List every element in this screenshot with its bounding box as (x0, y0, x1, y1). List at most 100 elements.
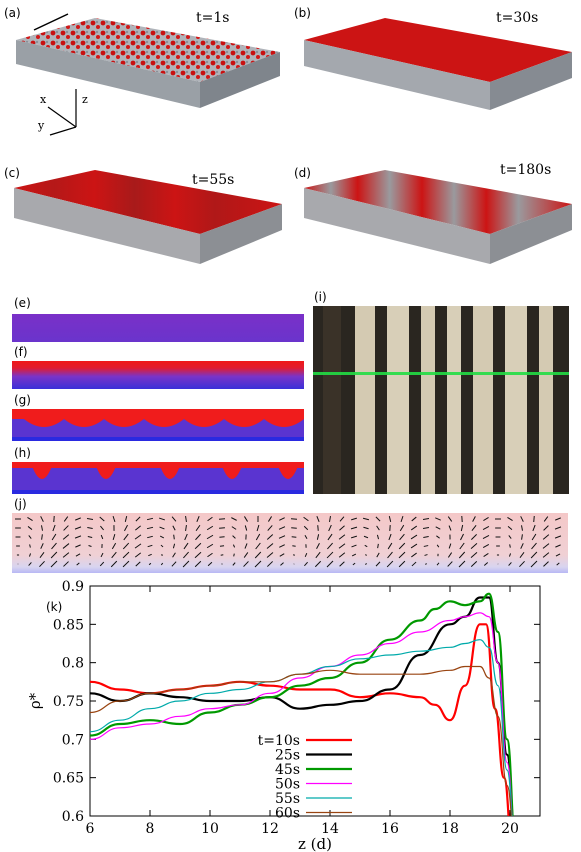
velocity-arrow (111, 542, 117, 550)
velocity-arrow (100, 534, 104, 540)
axis-z-label: z (82, 93, 88, 106)
velocity-arrow (460, 533, 464, 541)
velocity-arrow (365, 554, 367, 556)
velocity-arrow (52, 524, 56, 532)
velocity-arrow (328, 524, 332, 532)
panel-label-b: (b) (294, 6, 311, 20)
velocity-arrow (520, 516, 524, 522)
velocity-arrow (28, 562, 32, 566)
velocity-arrow (266, 543, 274, 549)
velocity-arrow (278, 526, 286, 530)
x-tick-label: 8 (146, 821, 155, 837)
velocity-arrow (411, 561, 417, 567)
velocity-arrow (159, 526, 165, 530)
velocity-arrow (423, 536, 429, 538)
velocity-arrow (543, 561, 549, 567)
velocity-arrow (316, 516, 320, 522)
x-tick-label: 14 (321, 821, 339, 837)
velocity-arrow (447, 561, 453, 567)
velocity-arrow (244, 516, 248, 522)
velocity-arrow (207, 552, 213, 558)
velocity-arrow (40, 516, 44, 522)
velocity-arrow (362, 517, 370, 521)
velocity-arrow (411, 552, 417, 558)
velocity-arrow (507, 526, 513, 530)
velocity-arrow (75, 553, 81, 557)
velocity-arrow (27, 526, 33, 530)
velocity-arrow (339, 561, 345, 567)
x-tick-label: 16 (381, 821, 399, 837)
velocity-arrow (399, 524, 405, 532)
velocity-arrow (173, 534, 175, 540)
velocity-arrow (543, 525, 549, 531)
velocity-arrow (206, 525, 214, 531)
panel-a: (a) t=1s z x y (0, 0, 290, 150)
velocity-arrow (266, 534, 274, 540)
velocity-arrow (99, 561, 105, 567)
arrow-line (33, 13, 69, 31)
legend-label-1: 25s (275, 748, 300, 764)
velocity-arrow (39, 552, 45, 558)
velocity-arrow (172, 525, 176, 531)
velocity-arrow (458, 560, 466, 568)
velocity-arrow (279, 517, 285, 521)
velocity-arrow (266, 561, 274, 567)
velocity-arrow (256, 524, 260, 532)
velocity-arrow (51, 542, 57, 550)
velocity-arrow (436, 535, 440, 539)
panel-label-i: (i) (314, 290, 327, 304)
velocity-arrow (316, 534, 320, 540)
velocity-arrow (483, 562, 489, 566)
velocity-arrow (243, 561, 249, 567)
legend-label-5: 60s (275, 806, 300, 822)
velocity-arrow (483, 553, 489, 557)
velocity-arrow (303, 516, 309, 522)
velocity-arrow (135, 561, 141, 567)
velocity-arrow (122, 551, 130, 559)
velocity-arrow (376, 525, 380, 531)
velocity-arrow (100, 525, 104, 531)
legend-label-2: 45s (275, 762, 300, 778)
velocity-arrow (304, 534, 308, 540)
velocity-arrow (207, 516, 213, 522)
velocity-arrow (244, 525, 248, 531)
velocity-arrow (424, 554, 428, 556)
velocity-arrow (315, 551, 321, 559)
panel-d: (d) t=180s (290, 160, 581, 300)
velocity-arrow (377, 543, 379, 549)
velocity-arrow (124, 515, 128, 523)
series-line-5 (90, 665, 512, 816)
axes-triad: z x y (37, 89, 88, 136)
velocity-arrow (555, 517, 561, 521)
velocity-arrow (508, 562, 512, 566)
velocity-arrow (160, 562, 164, 566)
velocity-arrow (196, 516, 200, 522)
velocity-arrow (267, 516, 273, 522)
velocity-arrow (28, 535, 32, 539)
velocity-arrow (146, 517, 154, 521)
velocity-arrow (39, 560, 45, 568)
velocity-arrow (232, 535, 236, 539)
panel-e: (e) (0, 296, 310, 346)
velocity-arrow (89, 563, 91, 565)
velocity-arrow (232, 544, 236, 548)
velocity-arrow (482, 535, 490, 539)
velocity-arrow (542, 543, 550, 549)
velocity-arrow (74, 526, 82, 530)
velocity-arrow (398, 560, 406, 568)
velocity-arrow (100, 552, 104, 558)
velocity-arrow (448, 543, 452, 549)
velocity-arrow (279, 553, 285, 557)
velocity-arrow (470, 533, 478, 541)
velocity-arrow (375, 561, 381, 567)
panel-i: (i) (310, 290, 581, 497)
velocity-arrow (134, 552, 142, 558)
velocity-arrow (410, 525, 418, 531)
velocity-arrow (532, 524, 536, 532)
time-label-a: t=1s (196, 10, 230, 26)
velocity-arrow (530, 551, 538, 559)
velocity-arrow (483, 517, 489, 521)
velocity-arrow (148, 553, 152, 557)
velocity-arrow (521, 525, 523, 531)
velocity-arrow (435, 517, 441, 521)
